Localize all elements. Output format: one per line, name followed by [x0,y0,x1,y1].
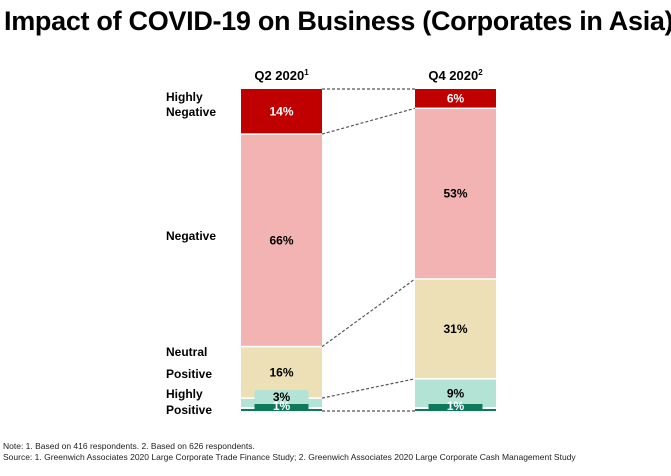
chart-title: Impact of COVID-19 on Business (Corporat… [4,6,671,36]
row-label-highly-positive: Highly [166,387,203,401]
data-label-neutral-q4-2020: 31% [443,322,467,336]
category-superscript: 2 [478,68,483,77]
data-label-tab [428,404,483,411]
row-label-highly-positive: Positive [166,403,212,417]
row-label-negative: Negative [166,229,216,243]
connector-line [321,107,416,135]
bar-segment-neutral-q4-2020 [415,279,496,379]
bar-segment-negative-q4-2020 [415,109,496,279]
row-label-highly-negative: Highly [166,90,203,104]
category-label-q2-2020: Q2 20201 [254,68,309,83]
data-label-highly-positive-q2-2020: 1% [273,399,291,413]
footnote-source: Source: 1. Greenwich Associates 2020 Lar… [3,452,576,462]
bar-segment-highly-negative-q2-2020 [241,89,322,134]
data-label-negative-q4-2020: 53% [443,187,467,201]
row-label-neutral: Neutral [166,345,207,359]
category-label-q4-2020: Q4 20202 [428,68,483,83]
data-label-highly-negative-q4-2020: 6% [447,92,465,106]
bar-segment-highly-negative-q4-2020 [415,89,496,108]
bar-segment-negative-q2-2020 [241,134,322,346]
data-label-positive-q4-2020: 9% [447,386,465,400]
data-label-negative-q2-2020: 66% [269,233,293,247]
row-label-positive: Positive [166,367,212,381]
data-label-tab [254,390,309,408]
data-label-highly-negative-q2-2020: 14% [269,105,293,119]
bar-segment-positive-q4-2020 [415,379,496,408]
data-label-highly-positive-q4-2020: 1% [447,399,465,413]
row-label-highly-negative: Negative [166,105,216,119]
connector-line [321,278,416,348]
data-label-tab [254,404,309,411]
bar-segment-neutral-q2-2020 [241,347,322,398]
footnote-note: Note: 1. Based on 416 respondents. 2. Ba… [3,441,255,451]
connector-line [321,378,416,399]
data-label-neutral-q2-2020: 16% [269,365,293,379]
data-label-positive-q2-2020: 3% [273,390,291,404]
category-superscript: 1 [304,68,309,77]
